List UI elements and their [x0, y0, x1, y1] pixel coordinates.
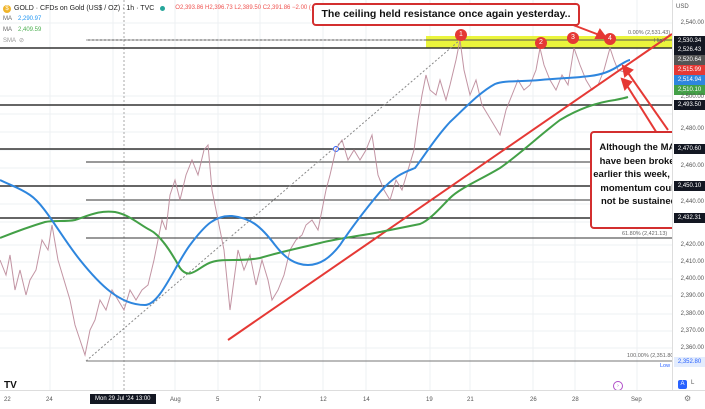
ma2-label[interactable]: MA [3, 27, 12, 33]
fib-low-label: Low [660, 363, 671, 369]
trendline [227, 33, 673, 341]
time-label: 19 [426, 397, 433, 403]
settings-icon[interactable]: ⚙ [684, 394, 692, 403]
time-axis[interactable]: 22 24 Mon 29 Jul '24 13:00 Aug 5 7 12 14… [0, 390, 705, 409]
fib-618-label: 61.80% (2,421.13) [622, 231, 668, 237]
log-scale-button[interactable]: L [691, 380, 695, 386]
price-axis[interactable]: 2,540.00 2,530.34 2,526.43 2,520.64 2,51… [672, 0, 705, 390]
gold-coin-icon: $ [3, 4, 11, 13]
price-label: 2,390.00 [680, 293, 704, 299]
price-label: 2,410.00 [680, 259, 704, 265]
time-label: 24 [46, 397, 53, 403]
fib-100-label: 100.00% (2,351.80) [627, 353, 676, 359]
time-label: Sep [631, 397, 642, 403]
eye-hidden-icon[interactable]: ⊘ [19, 38, 25, 44]
support-resistance-levels [0, 104, 672, 362]
candles [0, 39, 625, 357]
chart-legend: $ GOLD · CFDs on Gold (US$ / OZ) · 1h · … [3, 3, 333, 47]
price-badge-2514: 2,514.94 [674, 75, 705, 85]
time-label: Aug [170, 397, 181, 403]
price-badge-2530: 2,530.34 [674, 36, 705, 46]
price-label: 2,480.00 [680, 126, 704, 132]
price-badge-2526: 2,526.43 [674, 45, 705, 55]
price-badge-2515: 2,515.99 [674, 65, 705, 75]
peak-badge-4: 4 [604, 33, 616, 45]
ma-fast-line [0, 59, 631, 307]
price-badge-2470: 2,470.60 [674, 144, 705, 154]
time-label: 22 [4, 397, 11, 403]
ma1-value: 2,290.97 [18, 16, 42, 22]
price-label: 2,540.00 [680, 20, 704, 26]
price-label: 2,370.00 [680, 328, 704, 334]
fib-0-label: 0.00% (2,531.43) [628, 30, 671, 36]
price-label: 2,400.00 [680, 276, 704, 282]
price-label: 2,420.00 [680, 242, 704, 248]
market-status-icon [160, 6, 166, 11]
price-label: 2,460.00 [680, 163, 704, 169]
time-label: 5 [216, 397, 220, 403]
price-badge-2432: 2,432.31 [674, 213, 705, 223]
time-label: 21 [467, 397, 474, 403]
auto-scale-button[interactable]: A [678, 380, 687, 389]
symbol-title[interactable]: GOLD · CFDs on Gold (US$ / OZ) · 1h · TV… [14, 5, 155, 12]
currency-select[interactable]: USD [676, 4, 689, 10]
time-label: 14 [363, 397, 370, 403]
price-badge-2493: 2,493.50 [674, 100, 705, 110]
price-label: 2,500.00 [680, 94, 704, 100]
time-label: 7 [258, 397, 262, 403]
ma1-label[interactable]: MA [3, 16, 12, 22]
time-label: 26 [530, 397, 537, 403]
peak-badge-2: 2 [535, 37, 547, 49]
ohlc-values: O2,393.86 H2,396.73 L2,389.50 C2,391.86 … [175, 5, 334, 11]
crosshair-time-label: Mon 29 Jul '24 13:00 [90, 394, 156, 404]
price-badge-2450: 2,450.10 [674, 181, 705, 191]
sma-label[interactable]: SMA [3, 38, 17, 44]
fib-high-label: High [654, 38, 666, 44]
ma-slow-line [0, 96, 629, 275]
price-badge-low: 2,352.80 [674, 357, 705, 367]
price-label: 2,440.00 [680, 199, 704, 205]
price-badge-2510: 2,510.10 [674, 85, 705, 95]
price-label: 2,380.00 [680, 311, 704, 317]
time-label: 12 [320, 397, 327, 403]
price-label: 2,360.00 [680, 345, 704, 351]
grid-vertical [49, 0, 638, 390]
time-label: 28 [572, 397, 579, 403]
price-badge-2520: 2,520.64 [674, 55, 705, 65]
peak-badge-3: 3 [567, 32, 579, 44]
ma2-value: 2,409.59 [18, 27, 42, 33]
tradingview-logo: TV [4, 380, 17, 391]
resistance-callout: The ceiling held resistance once again y… [312, 3, 580, 26]
peak-badge-1: 1 [455, 29, 467, 41]
